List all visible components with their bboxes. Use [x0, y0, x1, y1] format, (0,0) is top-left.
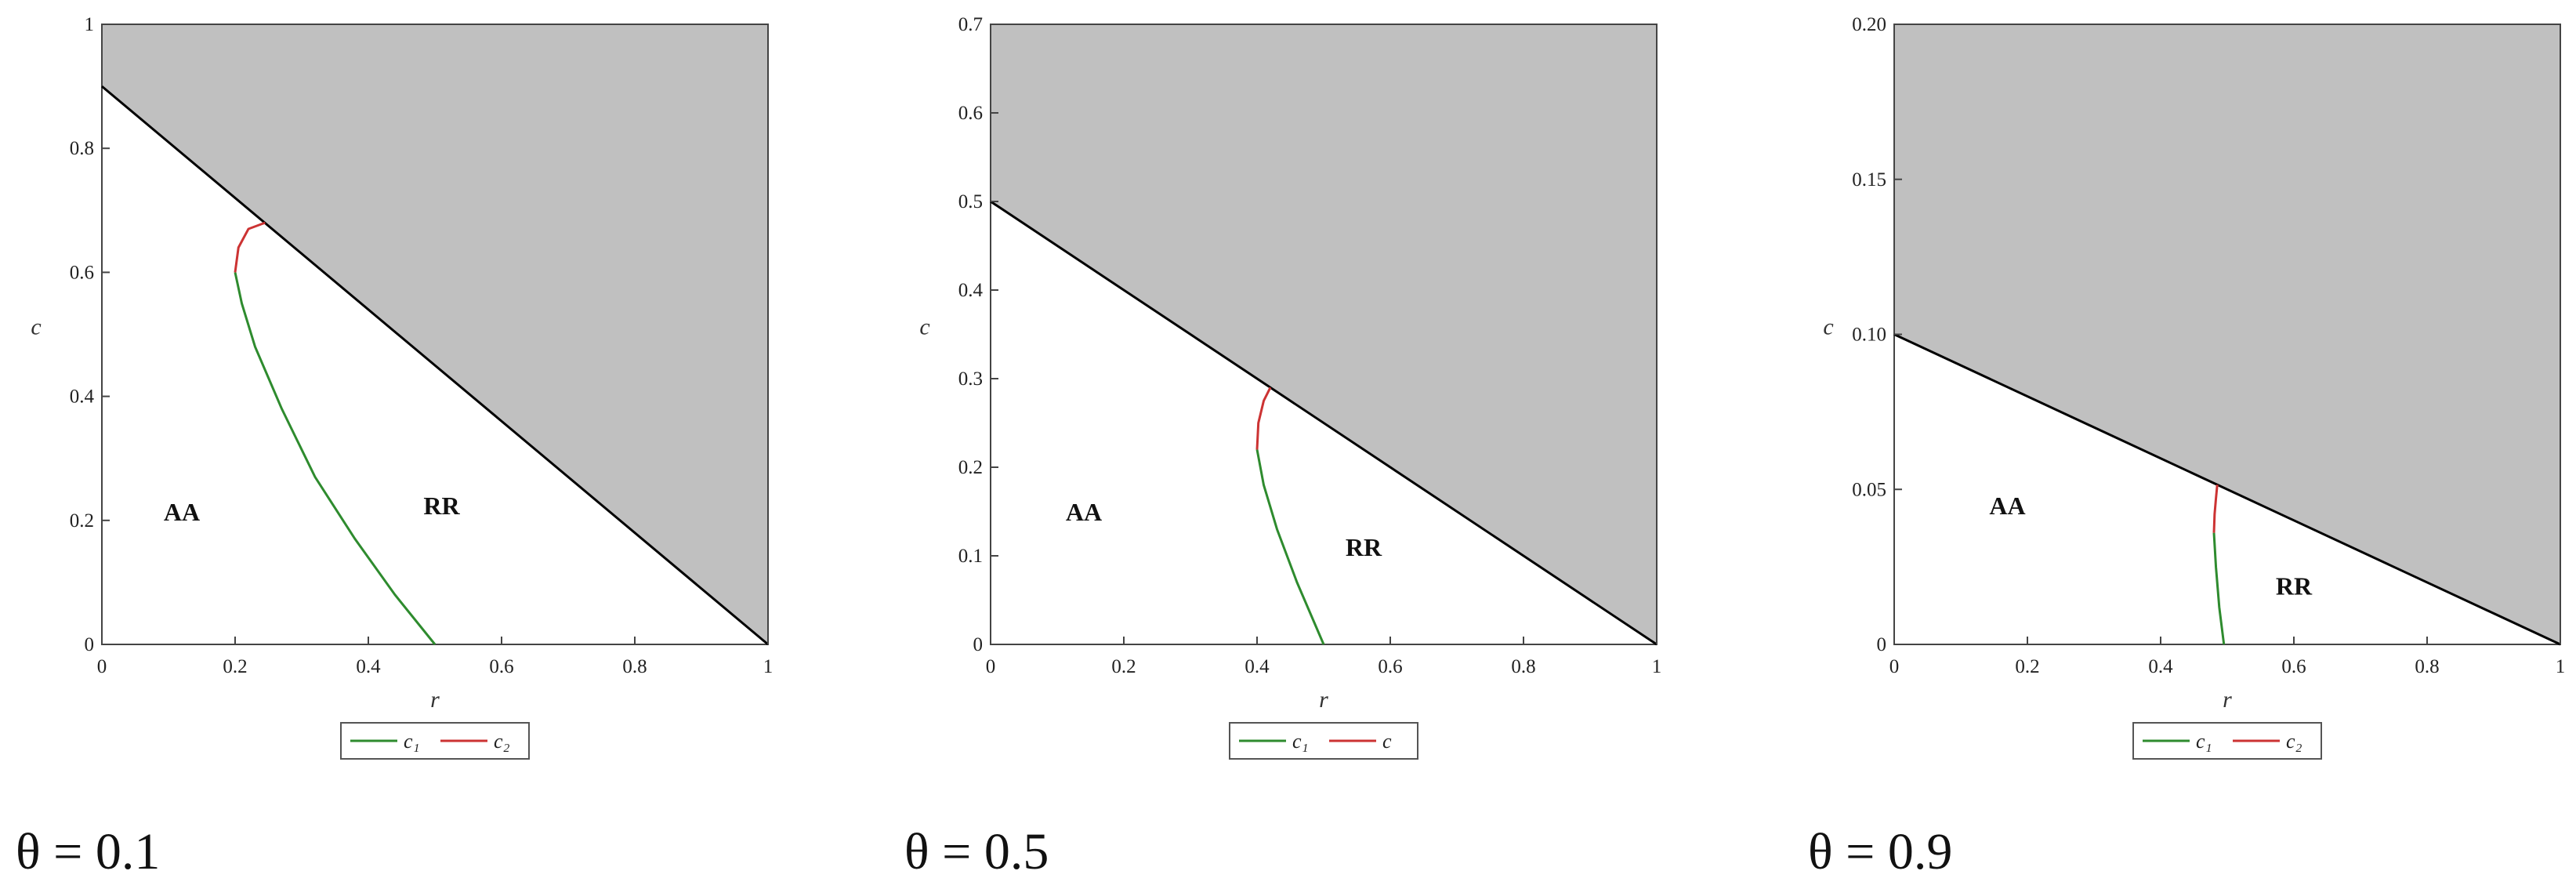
region-label: RR [423, 492, 460, 520]
y-tick-label: 0 [85, 634, 95, 655]
y-tick-label: 0.15 [1852, 169, 1886, 190]
y-tick-label: 0.7 [958, 14, 983, 35]
region-label: RR [2276, 572, 2313, 601]
y-tick-label: 0 [1877, 634, 1887, 655]
curve [1255, 386, 1272, 450]
x-tick-label: 1 [763, 656, 774, 677]
curve [2212, 532, 2226, 645]
curve [2212, 484, 2219, 533]
x-axis-label: r [1319, 687, 1328, 713]
x-tick-label: 0.6 [489, 656, 513, 677]
legend-label: c₁ [2196, 730, 2212, 753]
y-tick-label: 1 [85, 14, 95, 35]
x-tick-label: 0.2 [2015, 656, 2039, 677]
legend-label: c₂ [2286, 730, 2302, 753]
boundary-line [101, 85, 769, 646]
region-label: AA [1066, 498, 1102, 526]
y-tick-label: 0.20 [1852, 14, 1886, 35]
x-tick-label: 0 [97, 656, 107, 677]
y-tick-label: 0.5 [958, 191, 983, 212]
y-axis-label: c [31, 314, 41, 340]
y-tick-label: 0.2 [958, 457, 983, 478]
y-tick-label: 0.6 [70, 262, 94, 283]
curve [234, 221, 266, 273]
x-tick-label: 0.6 [1378, 656, 1402, 677]
y-tick-label: 0.6 [958, 103, 983, 124]
x-tick-label: 0.4 [356, 656, 381, 677]
region-label: AA [1989, 492, 2025, 520]
legend-label: c₁ [404, 730, 420, 753]
legend-label: c [1382, 730, 1392, 753]
region-label: RR [1346, 533, 1382, 561]
boundary-line [990, 200, 1658, 646]
x-tick-label: 0.8 [1511, 656, 1535, 677]
x-tick-label: 0.6 [2281, 656, 2306, 677]
curve [234, 272, 437, 645]
y-tick-label: 0.4 [958, 280, 984, 301]
y-tick-label: 0.2 [70, 510, 94, 532]
x-tick-label: 0.2 [223, 656, 247, 677]
x-tick-label: 0.8 [2415, 656, 2439, 677]
x-tick-label: 1 [1652, 656, 1662, 677]
x-tick-label: 0.4 [2148, 656, 2173, 677]
legend-label: c₂ [494, 730, 510, 753]
legend-label: c₁ [1292, 730, 1309, 753]
x-tick-label: 0 [1889, 656, 1900, 677]
y-tick-label: 0.10 [1852, 325, 1886, 346]
y-axis-label: c [1823, 314, 1833, 340]
x-tick-label: 0.2 [1111, 656, 1136, 677]
y-tick-label: 0.4 [70, 386, 95, 408]
y-tick-label: 0 [973, 634, 984, 655]
x-tick-label: 0.8 [622, 656, 647, 677]
x-tick-label: 1 [2556, 656, 2566, 677]
x-tick-label: 0.4 [1245, 656, 1270, 677]
y-tick-label: 0.1 [958, 546, 983, 567]
y-axis-label: c [919, 314, 929, 340]
boundary-line [1893, 333, 2561, 646]
x-axis-label: r [430, 687, 440, 713]
x-tick-label: 0 [986, 656, 996, 677]
curve [1255, 449, 1325, 645]
infeasible-region [991, 24, 1657, 644]
x-axis-label: r [2223, 687, 2232, 713]
infeasible-region [102, 24, 768, 644]
y-tick-label: 0.3 [958, 368, 983, 390]
caption: θ = 0.1 [16, 823, 160, 880]
y-tick-label: 0.8 [70, 138, 94, 159]
infeasible-region [1894, 24, 2560, 644]
region-label: AA [164, 498, 200, 526]
caption: θ = 0.9 [1808, 823, 1952, 880]
y-tick-label: 0.05 [1852, 479, 1886, 500]
caption: θ = 0.5 [904, 823, 1049, 880]
